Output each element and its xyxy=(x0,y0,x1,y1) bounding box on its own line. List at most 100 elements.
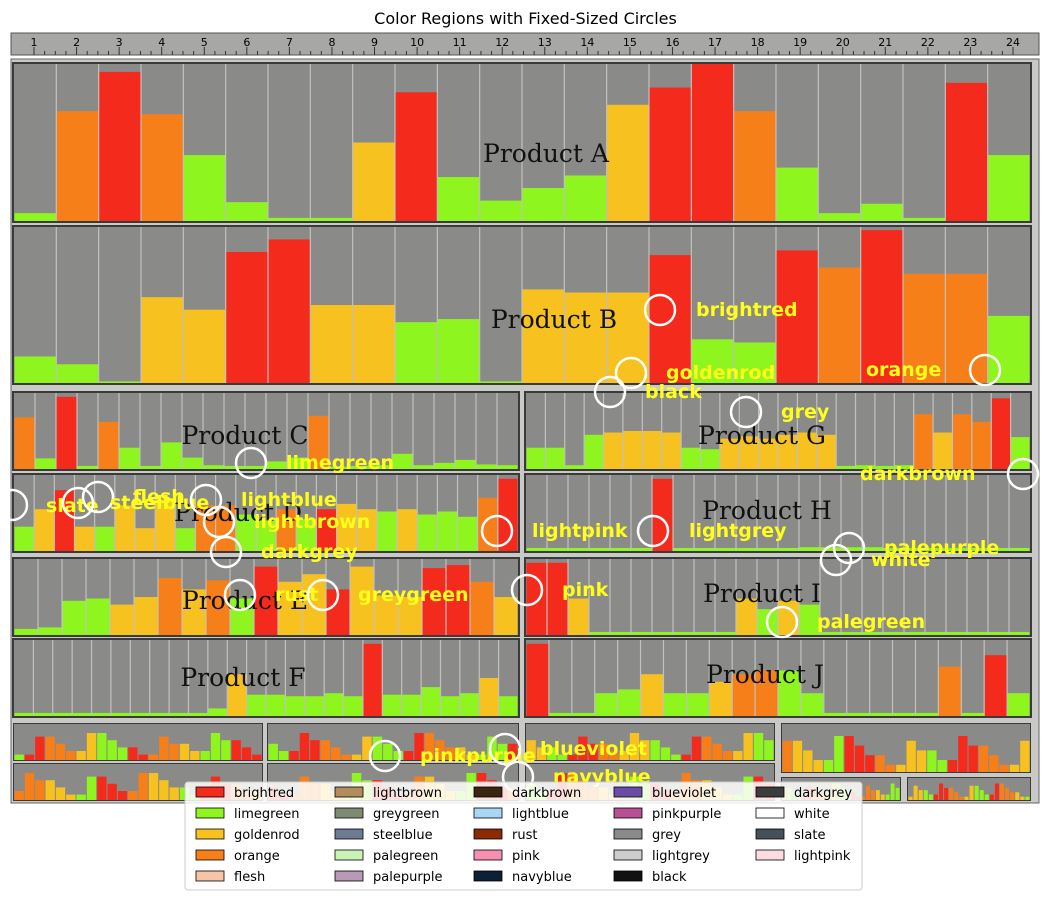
bar xyxy=(595,693,618,716)
annotation-circle xyxy=(1006,457,1040,491)
legend-swatch xyxy=(334,807,364,819)
mini-bar xyxy=(954,792,959,800)
mini-bar xyxy=(1010,792,1015,800)
mini-bar xyxy=(45,736,55,760)
bar xyxy=(226,251,268,383)
annotation-circle xyxy=(636,514,670,548)
mini-bar xyxy=(890,783,895,800)
legend-entry: flesh xyxy=(195,870,265,885)
bar xyxy=(437,511,458,551)
ruler-tick-label: 17 xyxy=(708,36,722,49)
bar xyxy=(736,598,757,635)
bar xyxy=(392,453,413,469)
bar xyxy=(652,631,673,635)
bar xyxy=(397,509,417,551)
bar xyxy=(631,631,652,635)
mini-bar xyxy=(241,747,252,760)
bar xyxy=(62,600,86,635)
bar xyxy=(972,421,991,469)
mini-bar xyxy=(557,754,567,760)
bar xyxy=(700,449,720,469)
bar xyxy=(34,509,54,551)
bar xyxy=(227,674,247,716)
mini-panel xyxy=(525,723,775,761)
bar xyxy=(56,364,99,383)
legend-entry: black xyxy=(613,870,687,885)
mini-bar xyxy=(803,750,813,772)
legend-entry: pinkpurple xyxy=(613,807,721,822)
ruler: 1 2 3 4 5 6 7 8 9 10 11 12 13 14 15 16 17 18 19 20 21 22 23 24 xyxy=(10,32,1040,56)
legend-swatch xyxy=(473,870,503,882)
ruler-bar xyxy=(10,32,1040,56)
bar xyxy=(296,519,316,551)
mini-bar xyxy=(844,736,854,772)
mini-bar xyxy=(159,736,169,760)
mini-bar xyxy=(107,783,117,800)
ruler-tick-label: 22 xyxy=(921,36,935,49)
bar xyxy=(86,598,110,635)
mini-bar xyxy=(35,736,45,760)
panel-label: Product B xyxy=(491,305,617,334)
bar xyxy=(847,712,870,716)
bar xyxy=(266,694,285,716)
mini-bar xyxy=(24,754,35,760)
mini-bar xyxy=(999,764,1009,772)
legend-swatch xyxy=(613,849,643,861)
bar xyxy=(526,643,549,716)
bar xyxy=(522,289,564,383)
mini-bar xyxy=(984,794,989,800)
ruler-tick-label: 1 xyxy=(31,36,38,49)
mini-bar xyxy=(76,794,86,800)
bar xyxy=(305,696,324,716)
legend-entry: palegreen xyxy=(334,849,438,864)
bar xyxy=(316,509,337,551)
ruler-tick-label: 14 xyxy=(580,36,594,49)
mini-bar xyxy=(933,794,938,800)
legend-entry: orange xyxy=(195,849,280,864)
mini-bar xyxy=(866,785,870,800)
mini-bar xyxy=(414,733,424,760)
bar xyxy=(310,217,353,221)
mini-bar xyxy=(782,740,792,772)
mini-bar xyxy=(1000,783,1005,800)
mini-bar xyxy=(24,773,35,800)
annotation-circle xyxy=(510,573,544,607)
annotation-label: palepurple xyxy=(884,537,999,559)
bar xyxy=(14,213,56,221)
bar xyxy=(709,681,732,716)
bar xyxy=(933,432,952,469)
mini-bar xyxy=(476,754,487,760)
annotation-label: flesh xyxy=(133,486,185,508)
bar xyxy=(53,712,72,716)
mini-bar xyxy=(691,736,702,760)
bar xyxy=(266,461,287,469)
bar xyxy=(915,712,938,716)
mini-bar xyxy=(619,751,629,760)
bar xyxy=(988,155,1030,221)
bar xyxy=(946,631,967,635)
bar xyxy=(584,434,604,469)
annotation-label: orange xyxy=(866,359,941,381)
bar xyxy=(56,396,77,469)
bar xyxy=(326,589,350,635)
bar xyxy=(353,142,395,221)
legend-label: lightblue xyxy=(512,807,569,822)
bar xyxy=(56,111,99,221)
legend-entry: greygreen xyxy=(334,807,440,822)
bar xyxy=(904,631,925,635)
bar xyxy=(350,566,374,635)
bar xyxy=(820,631,841,635)
bar xyxy=(856,465,875,469)
annotation-label: blueviolet xyxy=(540,738,647,760)
bar xyxy=(526,562,547,635)
legend-swatch xyxy=(755,807,785,819)
bar xyxy=(377,511,397,551)
bar xyxy=(382,694,402,716)
panel-label: Product F xyxy=(180,663,305,692)
bar xyxy=(287,457,308,469)
bar xyxy=(526,547,547,551)
bar xyxy=(817,434,836,469)
bar xyxy=(686,693,709,716)
ruler-tick-label: 6 xyxy=(243,36,250,49)
bar xyxy=(158,578,182,635)
